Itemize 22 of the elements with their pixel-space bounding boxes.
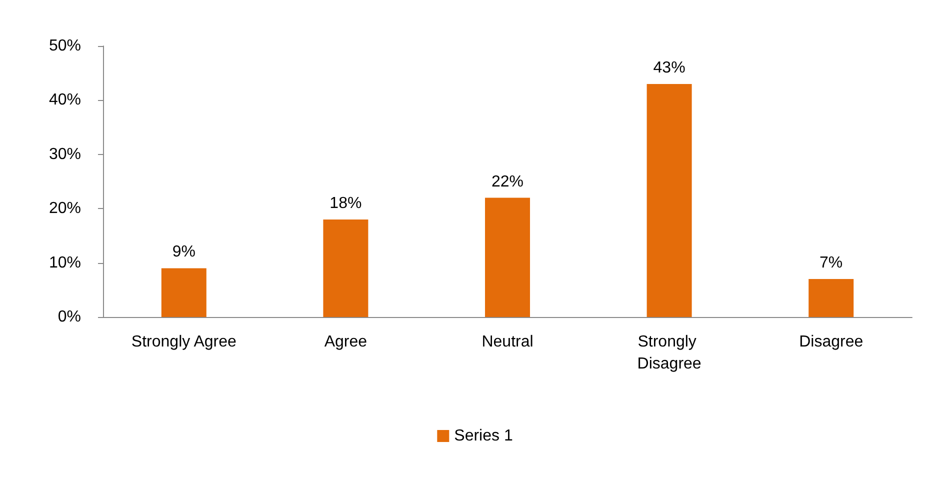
data-label: 22% [491, 173, 524, 190]
bar [323, 219, 368, 317]
data-label: 7% [820, 254, 843, 272]
y-tick-label: 40% [48, 92, 81, 109]
y-tick-label: 50% [48, 38, 81, 54]
y-tick-label: 20% [48, 200, 81, 218]
x-tick-label: Agree [324, 334, 368, 350]
legend-label: Series 1 [454, 428, 513, 444]
x-tick-label: Strongly Agree [131, 334, 236, 350]
bar [646, 84, 692, 317]
data-label: 43% [653, 59, 686, 76]
data-label: 9% [172, 244, 196, 261]
bar [161, 268, 206, 317]
y-tick-label: 10% [48, 254, 81, 272]
data-label: 18% [330, 194, 362, 212]
bar [485, 198, 530, 317]
bar [808, 279, 854, 317]
x-tick-label: Disagree [799, 334, 864, 350]
y-tick-label: 30% [48, 146, 81, 163]
x-tick-label: Neutral [482, 334, 534, 350]
x-tick-label: Strongly Disagree [637, 334, 702, 372]
y-tick-label: 0% [58, 308, 81, 326]
